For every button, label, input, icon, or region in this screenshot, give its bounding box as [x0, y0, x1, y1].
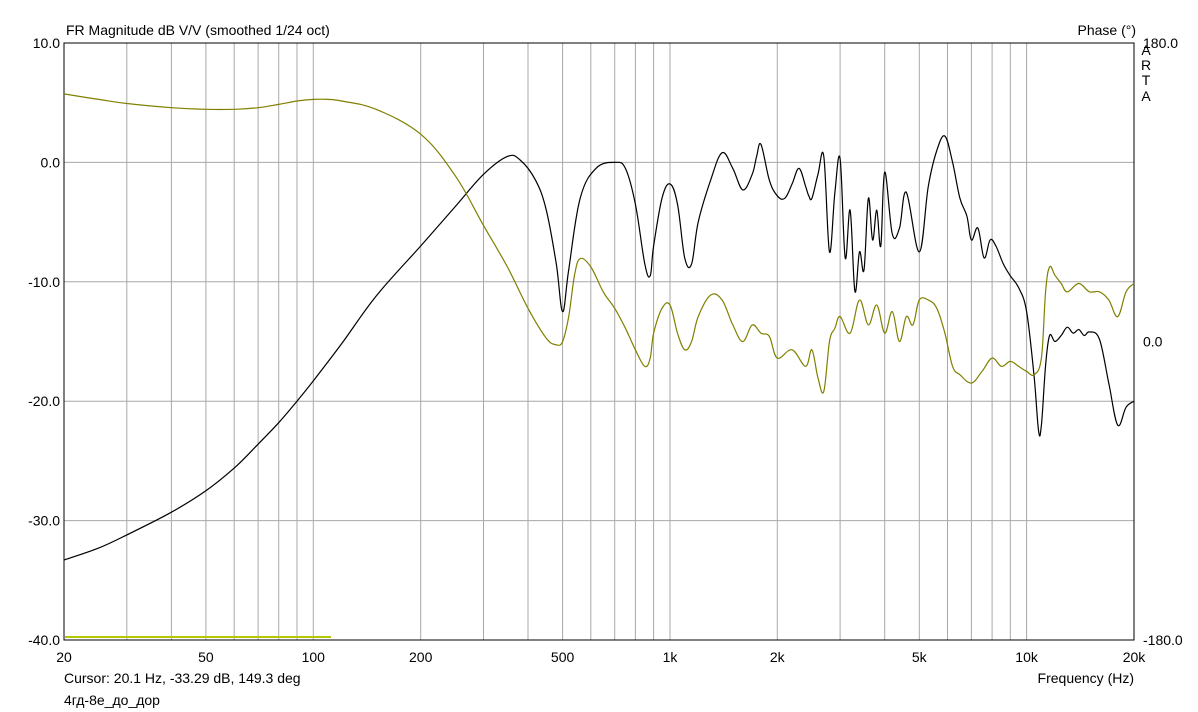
y-tick-label: -20.0: [28, 393, 60, 409]
chart-title: FR Magnitude dB V/V (smoothed 1/24 oct): [66, 22, 330, 38]
x-tick-label: 10k: [1015, 649, 1039, 665]
x-tick-label: 50: [198, 649, 214, 665]
x-tick-label: 2k: [770, 649, 786, 665]
x-tick-label: 200: [409, 649, 433, 665]
y-tick-label: -30.0: [28, 513, 60, 529]
phase-axis-title: Phase (°): [1077, 22, 1136, 38]
y-tick-label: 0.0: [41, 154, 61, 170]
y-tick-label: -40.0: [28, 632, 60, 648]
brand-letter-a: A: [1141, 42, 1151, 58]
x-tick-label: 20: [56, 649, 72, 665]
phase-tick-label: -180.0: [1143, 632, 1183, 648]
tick-labels: 20 50 100 200 500 1k 2k 5k 10k 20k 10.0 0.0 -10.0 -20…: [28, 35, 1183, 665]
x-tick-label: 20k: [1123, 649, 1147, 665]
x-axis-title: Frequency (Hz): [1037, 670, 1134, 686]
y-tick-label: -10.0: [28, 274, 60, 290]
x-tick-label: 5k: [912, 649, 928, 665]
x-tick-label: 500: [551, 649, 575, 665]
x-tick-label: 1k: [663, 649, 679, 665]
y-tick-label: 10.0: [33, 35, 60, 51]
magnitude-series-line: [63, 135, 1135, 561]
data-series: [63, 93, 1135, 561]
brand-letter-a2: A: [1141, 88, 1151, 104]
grid-lines: [64, 43, 1134, 640]
cursor-readout: Cursor: 20.1 Hz, -33.29 dB, 149.3 deg: [64, 670, 301, 686]
file-name: 4гд-8е_до_дор: [64, 692, 160, 708]
phase-series-line: [63, 93, 1135, 394]
phase-tick-label: 0.0: [1143, 334, 1163, 350]
x-tick-label: 100: [302, 649, 326, 665]
brand-letter-t: T: [1141, 72, 1151, 88]
brand-letter-r: R: [1140, 57, 1152, 73]
phase-tick-label: 180.0: [1143, 35, 1178, 51]
plot-frame: [63, 42, 1135, 641]
